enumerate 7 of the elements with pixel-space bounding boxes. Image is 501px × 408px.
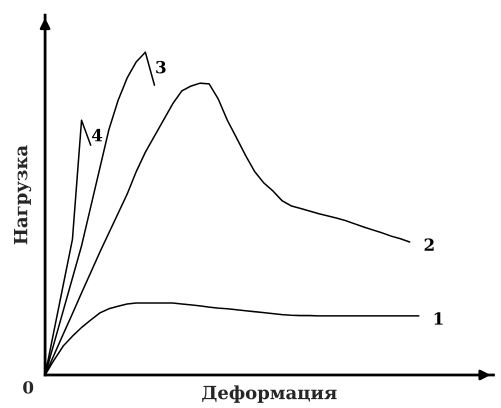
text: 0 xyxy=(23,381,34,394)
series-label: 4 xyxy=(92,128,102,142)
series-label: 3 xyxy=(156,60,166,74)
series-label: 2 xyxy=(424,238,434,251)
x-axis-title: Деформация xyxy=(202,385,337,403)
series-label: 1 xyxy=(434,312,443,325)
y-axis-title: Нагрузка xyxy=(14,145,32,244)
